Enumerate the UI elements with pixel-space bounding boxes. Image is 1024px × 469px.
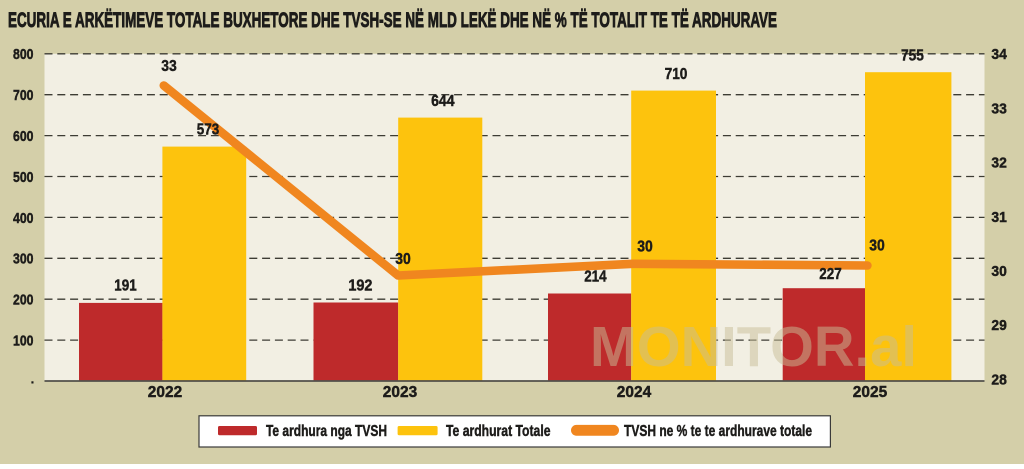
svg-text:600: 600	[13, 128, 34, 145]
svg-text:28: 28	[991, 371, 1007, 388]
svg-text:34: 34	[991, 46, 1007, 63]
svg-text:29: 29	[991, 317, 1007, 334]
svg-text:644: 644	[431, 93, 454, 110]
svg-text:214: 214	[584, 269, 606, 286]
svg-text:TVSH ne % te te ardhurave tota: TVSH ne % te te ardhurave totale	[624, 423, 812, 440]
svg-text:755: 755	[901, 48, 924, 65]
svg-text:33: 33	[991, 100, 1007, 117]
svg-text:Te ardhurat Totale: Te ardhurat Totale	[446, 423, 551, 440]
svg-text:30: 30	[869, 238, 885, 255]
svg-text:.: .	[30, 371, 34, 388]
svg-text:710: 710	[665, 66, 688, 83]
svg-text:700: 700	[13, 87, 34, 104]
svg-text:32: 32	[991, 155, 1007, 172]
svg-text:2024: 2024	[617, 384, 652, 401]
svg-text:227: 227	[819, 266, 841, 283]
svg-text:573: 573	[197, 122, 219, 139]
svg-text:300: 300	[13, 251, 34, 268]
svg-text:MONITOR.al: MONITOR.al	[590, 315, 917, 379]
svg-text:800: 800	[13, 46, 34, 63]
svg-text:400: 400	[13, 210, 34, 227]
svg-text:2023: 2023	[383, 384, 418, 401]
svg-text:ECURIA E ARKËTIMEVE TOTALE BUX: ECURIA E ARKËTIMEVE TOTALE BUXHETORE DHE…	[8, 9, 777, 32]
svg-text:Te ardhura nga TVSH: Te ardhura nga TVSH	[266, 423, 387, 440]
svg-text:500: 500	[13, 169, 34, 186]
svg-text:30: 30	[395, 251, 411, 268]
svg-text:31: 31	[991, 209, 1007, 226]
svg-text:30: 30	[637, 239, 653, 256]
svg-text:2025: 2025	[853, 384, 888, 401]
svg-text:200: 200	[13, 292, 34, 309]
svg-text:100: 100	[13, 333, 34, 350]
svg-text:192: 192	[348, 277, 372, 294]
svg-text:33: 33	[161, 58, 177, 75]
svg-text:191: 191	[114, 278, 136, 295]
svg-text:30: 30	[991, 263, 1007, 280]
svg-text:2022: 2022	[148, 384, 182, 401]
